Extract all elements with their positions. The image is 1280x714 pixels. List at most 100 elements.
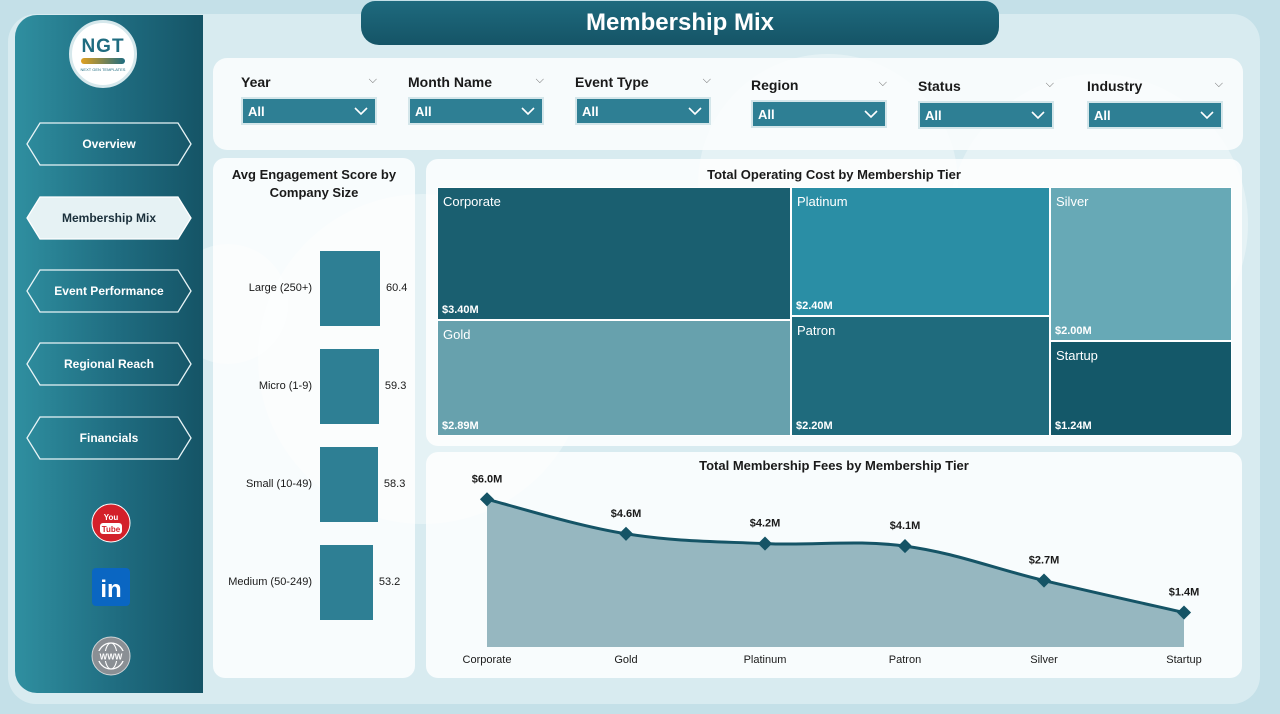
website-globe-icon[interactable]: WWW bbox=[91, 636, 131, 676]
fees-x-tick-label: Corporate bbox=[463, 654, 512, 666]
engagement-bar-value: 60.4 bbox=[386, 281, 408, 294]
filter-panel bbox=[213, 58, 1243, 150]
linkedin-icon[interactable]: in bbox=[91, 567, 131, 607]
treemap-tile-value: $2.40M bbox=[796, 300, 833, 312]
engagement-title: Avg Engagement Score by Company Size bbox=[231, 167, 397, 200]
filter-year-label: Year bbox=[241, 74, 271, 90]
nav-regional-reach[interactable]: Regional Reach bbox=[26, 342, 192, 386]
nav-membership-mix-shape bbox=[26, 196, 192, 240]
filter-event-type-label: Event Type bbox=[575, 74, 649, 90]
fees-data-point[interactable] bbox=[479, 492, 495, 507]
engagement-bar-value: 58.3 bbox=[383, 477, 406, 490]
filter-collapse-chevron-icon[interactable]: ⌵ bbox=[368, 74, 377, 86]
treemap-tile-label: Platinum bbox=[797, 194, 848, 209]
nav-regional-reach-shape bbox=[26, 342, 192, 386]
fees-data-label: $6.0M bbox=[472, 473, 503, 485]
chevron-down-icon bbox=[864, 110, 878, 119]
engagement-bar-value: 53.2 bbox=[378, 575, 401, 588]
treemap-tile-corporate[interactable]: Corporate $3.40M bbox=[437, 187, 791, 320]
filter-month-name-value: All bbox=[415, 103, 432, 119]
nav-event-performance-label: Event Performance bbox=[54, 284, 164, 298]
nav-membership-mix-label: Membership Mix bbox=[61, 211, 157, 225]
youtube-icon[interactable]: You Tube bbox=[91, 503, 131, 543]
engagement-bar-label: Medium (50-249) bbox=[228, 575, 312, 588]
chevron-down-icon bbox=[1200, 111, 1214, 120]
fees-data-label: $4.2M bbox=[750, 518, 781, 530]
treemap-tile-value: $2.20M bbox=[796, 420, 833, 432]
treemap-tile-label: Patron bbox=[797, 323, 836, 338]
filter-status-value: All bbox=[925, 107, 942, 123]
filter-industry-label: Industry bbox=[1087, 78, 1143, 94]
nav-regional-reach-label: Regional Reach bbox=[63, 357, 155, 371]
engagement-bar-label: Small (10-49) bbox=[245, 477, 312, 490]
treemap-tile-platinum[interactable]: Platinum $2.40M bbox=[791, 187, 1050, 316]
filter-collapse-chevron-icon[interactable]: ⌵ bbox=[1045, 78, 1054, 90]
logo-swoosh-icon bbox=[81, 57, 125, 64]
fees-data-label: $1.4M bbox=[1169, 587, 1200, 599]
engagement-card: Avg Engagement Score by Company Size bbox=[213, 158, 415, 678]
filter-region-label: Region bbox=[751, 77, 799, 93]
fees-x-tick-label: Silver bbox=[1030, 654, 1058, 666]
fees-data-point[interactable] bbox=[897, 539, 913, 554]
fees-data-point[interactable] bbox=[1036, 573, 1052, 588]
engagement-bar[interactable] bbox=[320, 349, 379, 424]
filter-collapse-chevron-icon[interactable]: ⌵ bbox=[878, 77, 887, 89]
treemap-tile-label: Corporate bbox=[443, 194, 501, 209]
filter-status-label: Status bbox=[918, 78, 961, 94]
chevron-down-icon bbox=[354, 107, 368, 116]
treemap-tile-value: $3.40M bbox=[442, 304, 479, 316]
treemap-tile-startup[interactable]: Startup $1.24M bbox=[1050, 341, 1232, 436]
engagement-bar-label: Large (250+) bbox=[248, 281, 312, 294]
filter-region-select[interactable]: All bbox=[751, 100, 887, 128]
filter-industry-select[interactable]: All bbox=[1087, 101, 1223, 129]
svg-text:You: You bbox=[104, 513, 119, 522]
svg-text:in: in bbox=[100, 576, 121, 603]
filter-event-type-value: All bbox=[582, 103, 599, 119]
nav-event-performance[interactable]: Event Performance bbox=[26, 269, 192, 313]
treemap-tile-value: $1.24M bbox=[1055, 420, 1092, 432]
operating-cost-title: Total Operating Cost by Membership Tier bbox=[707, 167, 961, 182]
nav-financials-label: Financials bbox=[79, 431, 139, 445]
treemap-tile-label: Gold bbox=[443, 327, 471, 342]
engagement-bar[interactable] bbox=[320, 251, 380, 326]
fees-x-tick-label: Gold bbox=[614, 654, 637, 666]
engagement-bar[interactable] bbox=[320, 447, 378, 522]
engagement-bar-value: 59.3 bbox=[384, 379, 407, 392]
chevron-down-icon bbox=[521, 107, 535, 116]
nav-membership-mix[interactable]: Membership Mix bbox=[26, 196, 192, 240]
fees-x-tick-label: Patron bbox=[889, 654, 921, 666]
treemap-tile-silver[interactable]: Silver $2.00M bbox=[1050, 187, 1232, 341]
treemap-tile-patron[interactable]: Patron $2.20M bbox=[791, 316, 1050, 436]
filter-status-select[interactable]: All bbox=[918, 101, 1054, 129]
membership-fees-area-chart: $6.0M Corporate $4.6M Gold $4.2M Platinum $4.1… bbox=[463, 473, 1202, 666]
fees-data-point[interactable] bbox=[618, 526, 634, 541]
fees-x-tick-label: Platinum bbox=[744, 654, 787, 666]
filter-collapse-chevron-icon[interactable]: ⌵ bbox=[702, 74, 711, 86]
treemap-tile-gold[interactable]: Gold $2.89M bbox=[437, 320, 791, 436]
fees-data-point[interactable] bbox=[1176, 605, 1192, 620]
filter-collapse-chevron-icon[interactable]: ⌵ bbox=[1214, 78, 1223, 90]
nav-overview-shape bbox=[26, 122, 192, 166]
nav-overview-label: Overview bbox=[82, 137, 136, 151]
filter-year-select[interactable]: All bbox=[241, 97, 377, 125]
treemap-tile-label: Silver bbox=[1056, 194, 1089, 209]
treemap-tile-value: $2.00M bbox=[1055, 325, 1092, 337]
fees-x-tick-label: Startup bbox=[1166, 654, 1201, 666]
nav-overview[interactable]: Overview bbox=[26, 122, 192, 166]
nav-event-performance-shape bbox=[26, 269, 192, 313]
svg-text:WWW: WWW bbox=[100, 653, 123, 662]
engagement-bar-label: Micro (1-9) bbox=[258, 379, 312, 392]
page-title: Membership Mix bbox=[361, 1, 999, 45]
filter-industry-value: All bbox=[1094, 107, 1111, 123]
filter-month-name-select[interactable]: All bbox=[408, 97, 544, 125]
engagement-bar[interactable] bbox=[320, 545, 373, 620]
filter-collapse-chevron-icon[interactable]: ⌵ bbox=[535, 74, 544, 86]
nav-financials[interactable]: Financials bbox=[26, 416, 192, 460]
fees-series-line bbox=[486, 497, 1185, 615]
logo-text: NGT bbox=[81, 35, 125, 57]
filter-event-type-select[interactable]: All bbox=[575, 97, 711, 125]
fees-data-label: $2.7M bbox=[1029, 555, 1060, 567]
treemap-tile-label: Startup bbox=[1056, 348, 1098, 363]
fees-data-label: $4.6M bbox=[611, 508, 642, 520]
svg-text:Tube: Tube bbox=[102, 525, 121, 534]
